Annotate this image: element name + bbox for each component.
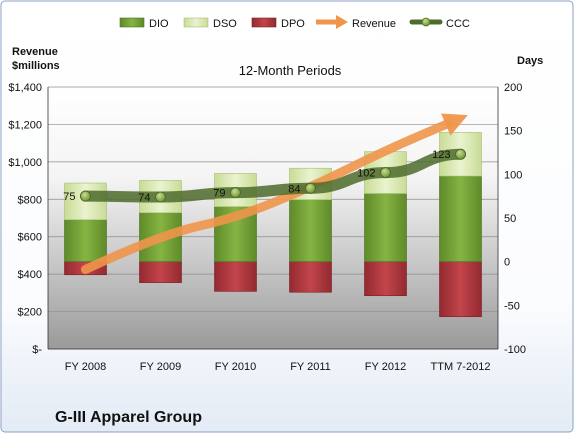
bar-dpo	[439, 261, 482, 317]
ccc-data-label: 79	[213, 188, 225, 200]
ccc-data-label: 102	[357, 168, 375, 180]
right-tick-label: -100	[504, 344, 526, 356]
ccc-series: 75 74 79 84 102 123	[63, 148, 466, 204]
chart-subtitle: 12-Month Periods	[239, 63, 342, 78]
bar-dio	[64, 219, 107, 262]
right-tick-label: 200	[504, 82, 522, 94]
ccc-data-label: 74	[138, 192, 150, 204]
ccc-marker	[155, 191, 166, 203]
left-tick-label: $1,200	[8, 119, 42, 131]
right-tick-label: 150	[504, 126, 522, 138]
revenue-arrowhead	[441, 113, 468, 136]
left-tick-label: $600	[18, 232, 42, 244]
ccc-data-label: 75	[63, 191, 75, 203]
right-tick-label: 0	[504, 257, 510, 269]
ccc-marker	[305, 182, 316, 194]
ccc-data-label: 123	[432, 149, 450, 161]
company-name: G-III Apparel Group	[55, 409, 202, 426]
legend-label-dpo: DPO	[281, 18, 305, 30]
left-tick-label: $1,400	[8, 82, 42, 94]
left-axis-title-line1: Revenue	[12, 46, 58, 58]
ccc-marker	[230, 187, 241, 199]
legend-swatch-dpo	[251, 17, 277, 28]
bar-dio	[439, 175, 482, 262]
ccc-line	[80, 148, 466, 203]
ccc-data-label: 84	[288, 183, 300, 195]
category-label: FY 2008	[65, 361, 106, 373]
legend-swatch-revenue-arrowhead	[336, 15, 348, 29]
left-tick-label: $-	[32, 344, 42, 356]
category-label: FY 2011	[290, 361, 331, 373]
category-label: FY 2012	[365, 361, 406, 373]
category-label: FY 2010	[215, 361, 256, 373]
legend-label-dio: DIO	[149, 18, 169, 30]
legend-swatch-dso	[183, 17, 209, 28]
legend-label-dso: DSO	[213, 18, 237, 30]
ccc-marker	[80, 190, 91, 202]
legend-swatch-dio	[119, 17, 145, 28]
legend-swatch-ccc-marker	[421, 17, 431, 27]
revenue-series	[81, 113, 468, 274]
left-axis-title-line2: $millions	[12, 60, 60, 72]
ccc-marker	[380, 167, 391, 179]
left-tick-label: $400	[18, 269, 42, 281]
category-label: TTM 7-2012	[431, 361, 491, 373]
category-label: FY 2009	[140, 361, 181, 373]
left-tick-label: $200	[18, 307, 42, 319]
right-tick-label: 100	[504, 169, 522, 181]
bar-dpo	[139, 261, 182, 283]
left-tick-label: $1,000	[8, 157, 42, 169]
bar-dpo	[289, 261, 332, 293]
legend-label-ccc: CCC	[446, 18, 470, 30]
bar-dio	[364, 193, 407, 262]
bar-dpo	[214, 261, 257, 292]
bar-dio	[289, 199, 332, 262]
axes: $- $200 $400 $600 $800 $1,000 $1,200 $1,400 -100…	[8, 82, 526, 373]
left-tick-label: $800	[18, 194, 42, 206]
legend-label-revenue: Revenue	[352, 18, 396, 30]
right-axis-title: Days	[517, 55, 543, 67]
bar-dpo	[364, 261, 407, 297]
right-tick-label: -50	[504, 300, 520, 312]
revenue-line	[81, 119, 453, 274]
right-tick-label: 50	[504, 213, 516, 225]
legend: DIO DSO DPO Revenue CCC	[119, 15, 470, 30]
ccc-marker	[455, 148, 466, 160]
